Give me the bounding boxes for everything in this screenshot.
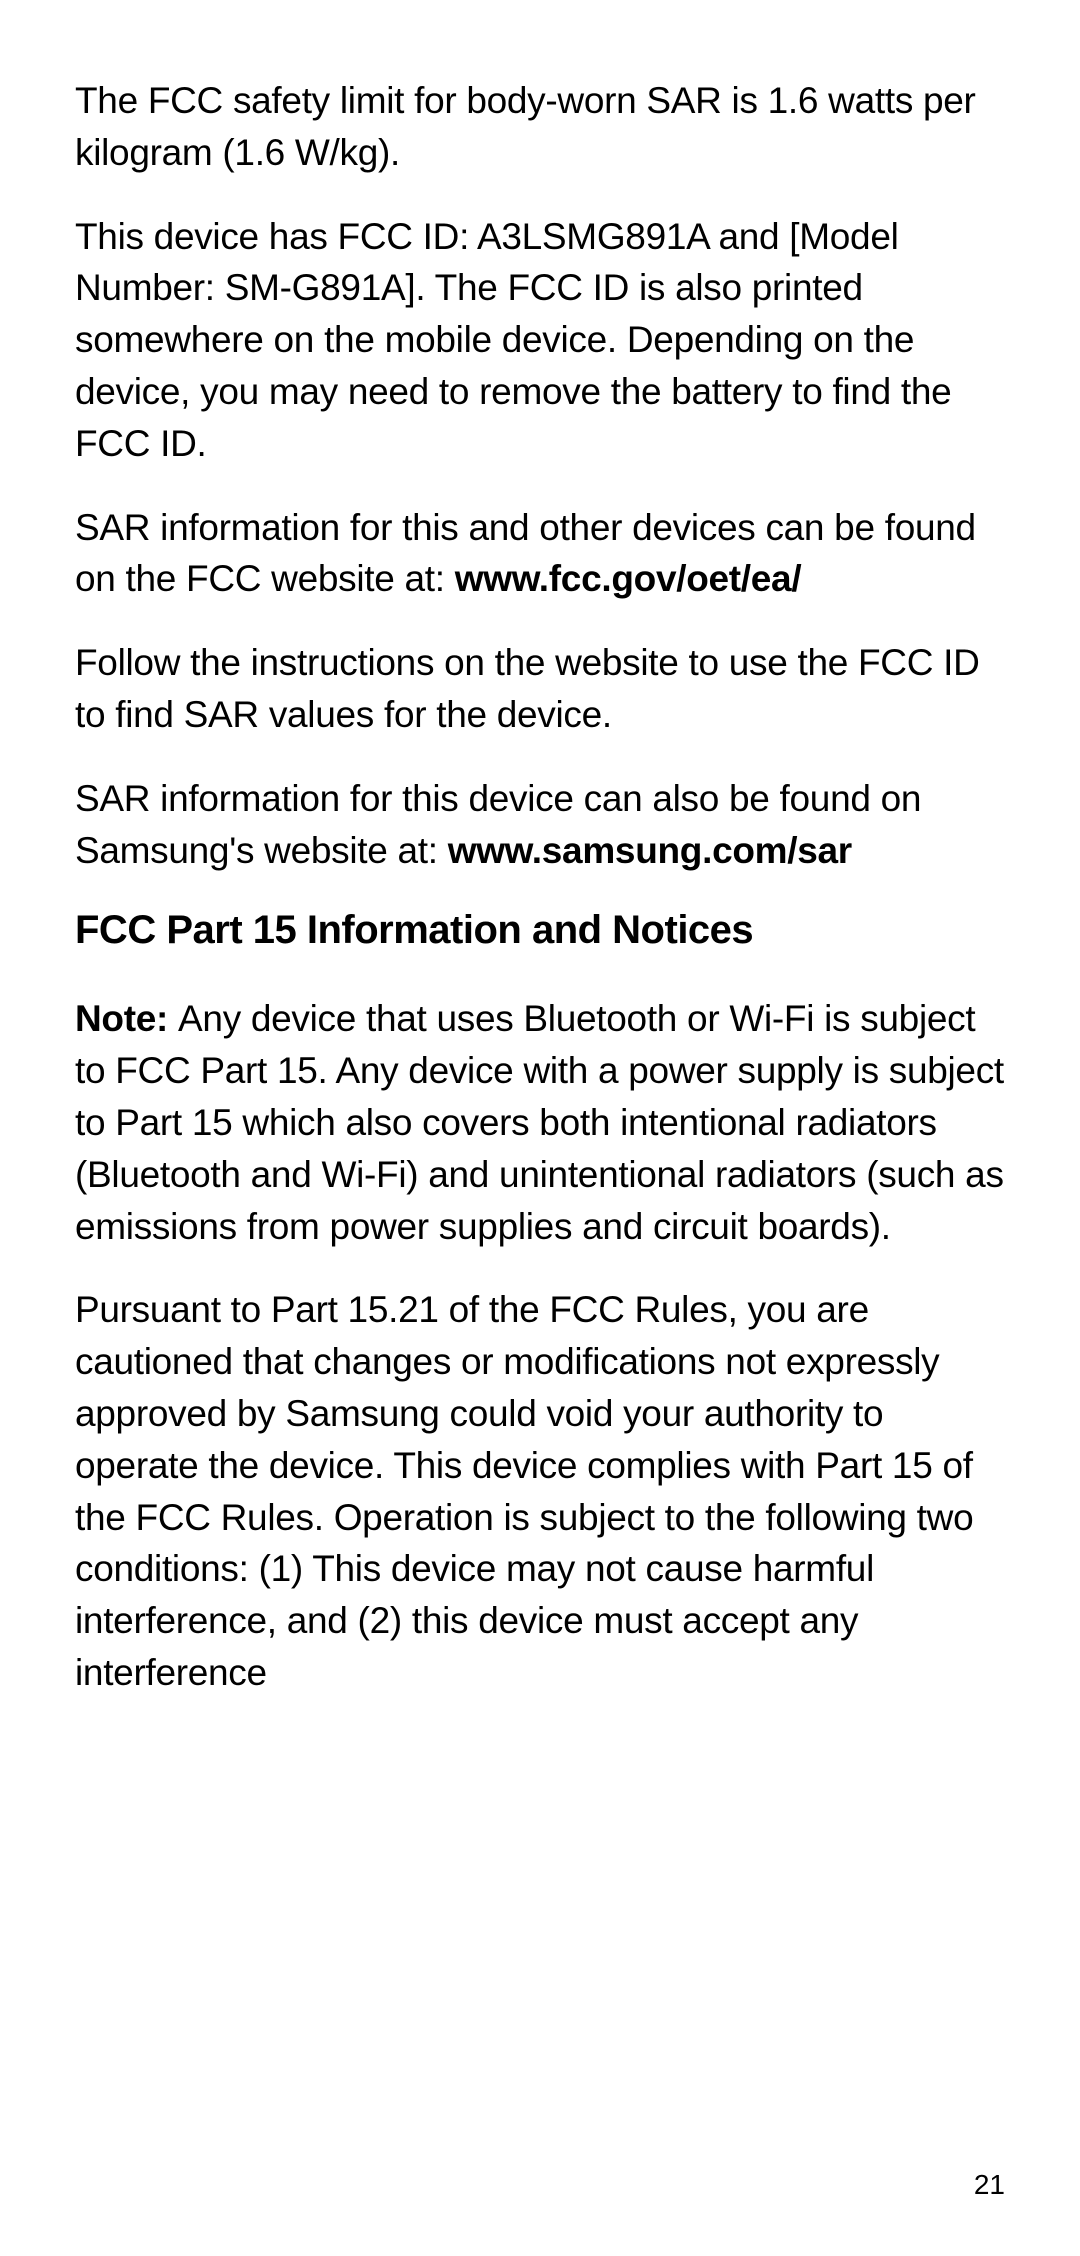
- samsung-link: www.samsung.com/sar: [448, 830, 852, 871]
- sar-info-samsung-paragraph: SAR information for this device can also…: [75, 773, 1005, 877]
- note-label: Note:: [75, 998, 178, 1039]
- part15-21-paragraph: Pursuant to Part 15.21 of the FCC Rules,…: [75, 1284, 1005, 1698]
- note-text: Any device that uses Bluetooth or Wi-Fi …: [75, 998, 1004, 1246]
- sar-limit-paragraph: The FCC safety limit for body-worn SAR i…: [75, 75, 1005, 179]
- fcc-link: www.fcc.gov/oet/ea/: [455, 558, 802, 599]
- follow-instructions-paragraph: Follow the instructions on the website t…: [75, 637, 1005, 741]
- fcc-part15-heading: FCC Part 15 Information and Notices: [75, 908, 1005, 953]
- note-paragraph: Note: Any device that uses Bluetooth or …: [75, 993, 1005, 1252]
- page-number: 21: [974, 2169, 1005, 2201]
- fcc-id-paragraph: This device has FCC ID: A3LSMG891A and […: [75, 211, 1005, 470]
- sar-info-fcc-paragraph: SAR information for this and other devic…: [75, 502, 1005, 606]
